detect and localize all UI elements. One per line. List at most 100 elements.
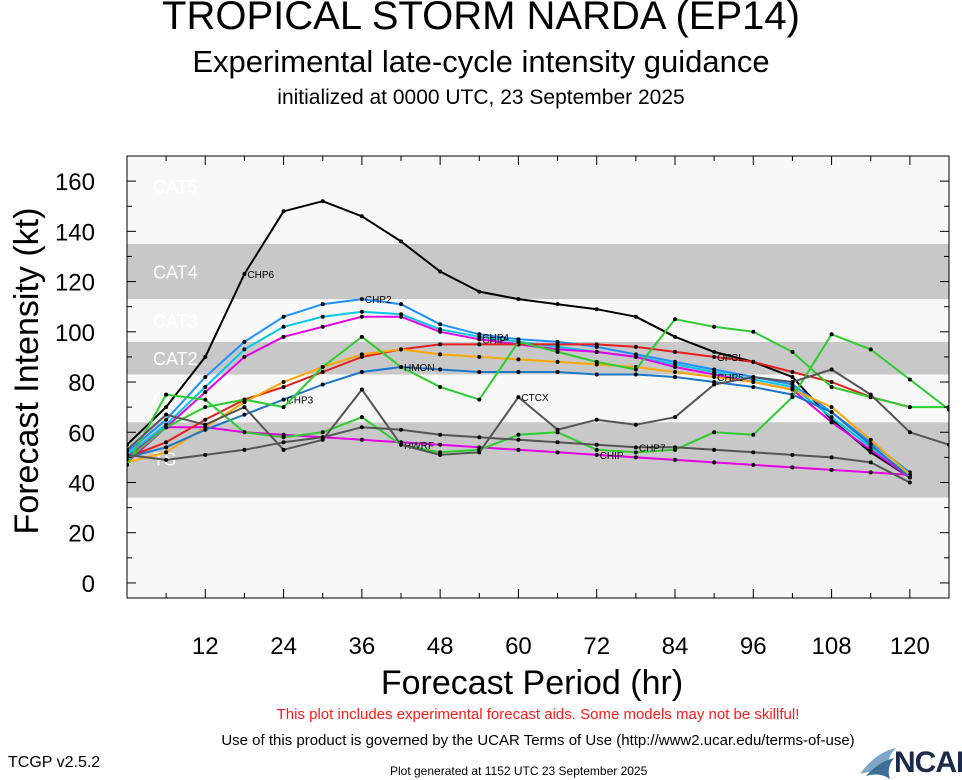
intensity-band-cat5 xyxy=(127,156,949,244)
data-point xyxy=(359,214,364,219)
ncar-swoosh-icon xyxy=(860,748,896,779)
data-point xyxy=(790,465,795,470)
band-label: CAT2 xyxy=(153,349,198,369)
y-tick-label: 20 xyxy=(68,521,95,548)
series-label: CHP3 xyxy=(287,396,314,407)
data-point xyxy=(673,334,677,339)
data-point xyxy=(673,369,677,374)
data-point xyxy=(790,375,795,379)
data-point xyxy=(673,445,677,450)
data-point xyxy=(281,324,286,329)
data-point xyxy=(594,452,599,457)
series-line xyxy=(127,368,949,456)
data-point xyxy=(164,445,169,450)
data-point xyxy=(164,417,169,422)
data-point xyxy=(751,450,756,455)
data-point xyxy=(438,329,443,334)
data-point xyxy=(281,440,286,445)
band-label: CAT3 xyxy=(153,311,198,331)
data-point xyxy=(164,425,169,430)
x-tick-label: 108 xyxy=(812,633,852,660)
data-point xyxy=(438,352,443,357)
data-point xyxy=(829,410,834,415)
data-point xyxy=(673,317,677,322)
data-point xyxy=(712,354,717,359)
data-point xyxy=(829,467,834,472)
data-point xyxy=(829,380,834,385)
data-point xyxy=(633,367,638,372)
data-point xyxy=(790,452,795,457)
data-point xyxy=(359,437,364,442)
data-point xyxy=(868,392,873,397)
data-point xyxy=(594,447,599,452)
data-point xyxy=(438,442,443,447)
data-point xyxy=(164,450,169,455)
version-label: TCGP v2.5.2 xyxy=(8,754,101,771)
y-tick-label: 120 xyxy=(55,270,95,297)
series-label: CHP2 xyxy=(365,295,392,306)
data-point xyxy=(829,385,834,390)
data-point xyxy=(320,435,325,440)
data-point xyxy=(594,417,599,422)
data-point xyxy=(359,369,364,374)
data-point xyxy=(281,314,286,319)
data-point xyxy=(516,432,521,437)
data-point xyxy=(868,447,873,452)
series-label: CTCX xyxy=(521,393,549,404)
data-point xyxy=(751,385,756,390)
data-point xyxy=(359,352,364,357)
data-point xyxy=(516,447,521,452)
data-point xyxy=(359,415,364,420)
data-point xyxy=(281,334,286,339)
data-point xyxy=(203,422,208,427)
data-point xyxy=(359,314,364,319)
data-point xyxy=(164,412,169,417)
data-point xyxy=(555,427,560,432)
chart-title: TROPICAL STORM NARDA (EP14) xyxy=(162,0,800,38)
data-point xyxy=(320,369,325,374)
band-label: CAT5 xyxy=(153,177,198,197)
data-point xyxy=(438,452,443,457)
ncar-logo: NCAR xyxy=(858,746,962,780)
data-point xyxy=(594,342,599,347)
data-point xyxy=(477,369,482,374)
data-point xyxy=(477,397,482,402)
data-point xyxy=(242,354,247,359)
data-point xyxy=(751,359,756,364)
data-point xyxy=(203,354,208,359)
data-point xyxy=(907,480,912,485)
data-point xyxy=(359,425,364,430)
series-label: HMON xyxy=(404,363,435,374)
data-point xyxy=(712,375,717,379)
data-point xyxy=(516,297,521,302)
data-point xyxy=(516,369,521,374)
data-point xyxy=(477,342,482,347)
data-point xyxy=(438,432,443,437)
terms-of-use: Use of this product is governed by the U… xyxy=(221,732,855,749)
data-point xyxy=(203,427,208,432)
data-point xyxy=(203,385,208,390)
data-point xyxy=(633,314,638,319)
data-point xyxy=(164,457,169,462)
data-point xyxy=(399,347,403,352)
data-point xyxy=(164,405,169,410)
data-point xyxy=(242,272,247,277)
x-tick-label: 12 xyxy=(192,633,219,660)
series-label: CHIP xyxy=(482,335,506,346)
data-point xyxy=(829,420,834,425)
chart-subtitle: Experimental late-cycle intensity guidan… xyxy=(192,44,770,79)
y-tick-label: 160 xyxy=(55,169,95,196)
band-label: CAT4 xyxy=(153,263,198,283)
data-point xyxy=(203,375,208,379)
data-point xyxy=(438,322,443,327)
data-point xyxy=(281,405,286,410)
plot-frame xyxy=(126,155,950,599)
data-point xyxy=(281,209,286,214)
data-point xyxy=(477,450,482,455)
data-point xyxy=(712,430,717,435)
data-point xyxy=(673,375,677,379)
data-point xyxy=(594,307,599,312)
data-point xyxy=(594,349,599,354)
data-point xyxy=(790,387,795,392)
intensity-band-cat3 xyxy=(127,299,949,342)
